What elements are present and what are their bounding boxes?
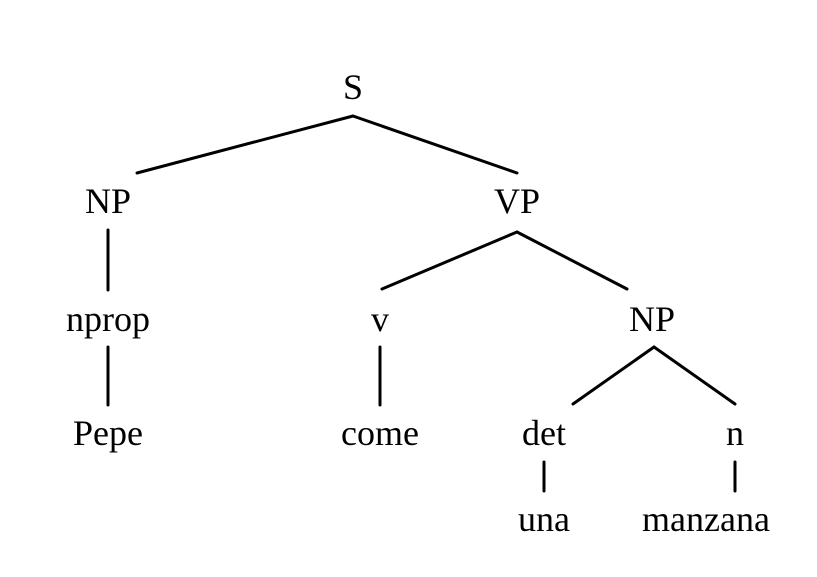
node-nprop: nprop bbox=[66, 299, 150, 339]
node-s: S bbox=[343, 67, 363, 107]
edge-s-np1 bbox=[135, 114, 355, 175]
node-una: una bbox=[518, 499, 570, 539]
edge-s-vp bbox=[351, 114, 519, 175]
node-np1: NP bbox=[85, 181, 131, 221]
edge-vp-v bbox=[380, 230, 519, 291]
node-np2: NP bbox=[629, 299, 675, 339]
node-vp: VP bbox=[494, 181, 540, 221]
edge-np2-det bbox=[571, 345, 656, 406]
edge-vp-np2 bbox=[515, 230, 629, 291]
node-manzana: manzana bbox=[642, 499, 770, 539]
tree-edges bbox=[106, 114, 737, 493]
node-come: come bbox=[341, 413, 419, 453]
node-n: n bbox=[726, 413, 744, 453]
node-det: det bbox=[522, 413, 566, 453]
node-pepe: Pepe bbox=[73, 413, 143, 453]
node-v: v bbox=[371, 299, 389, 339]
edge-np2-n bbox=[652, 345, 737, 406]
